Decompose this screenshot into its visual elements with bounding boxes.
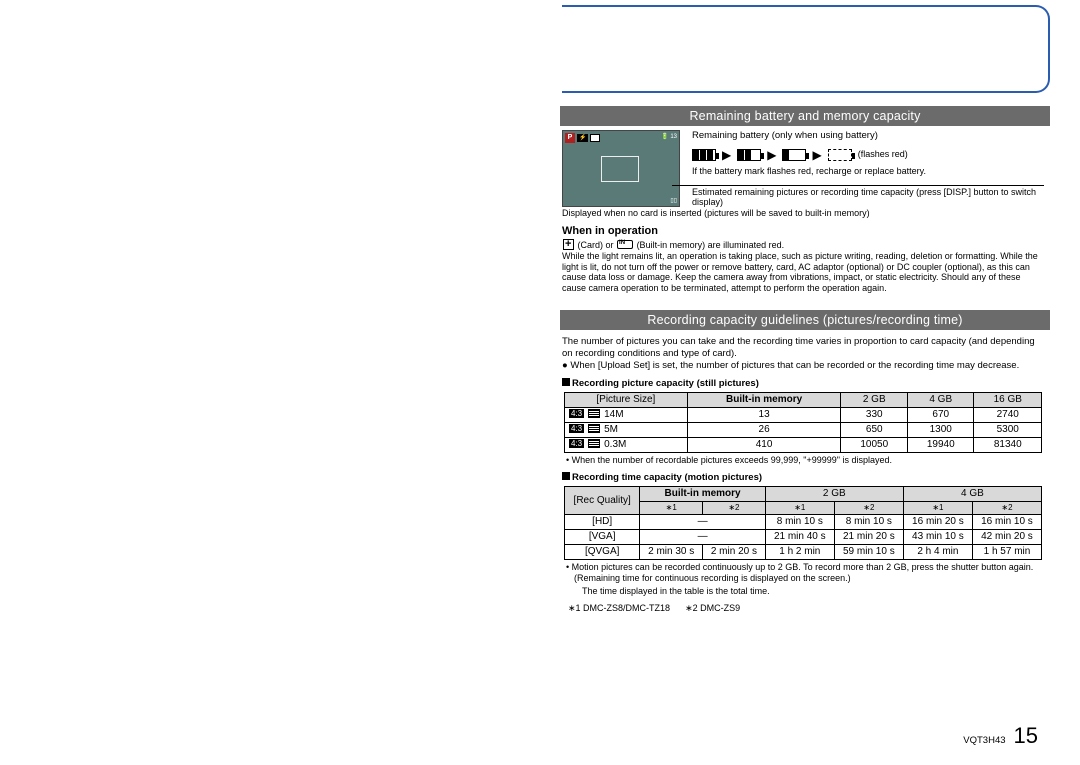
flash-icon: ⚡ [577, 134, 588, 142]
stills-head: Recording picture capacity (still pictur… [562, 378, 1044, 390]
capacity-intro-2: ● When [Upload Set] is set, the number o… [562, 360, 1044, 372]
section-header-capacity: Recording capacity guidelines (pictures/… [560, 310, 1050, 330]
arrow-icon: ▶ [812, 148, 821, 162]
estimate-caption: Estimated remaining pictures or recordin… [672, 185, 1044, 209]
lcd-top-right: 🔋 13 [661, 133, 677, 140]
motion-note1-text: Motion pictures can be recorded continuo… [572, 562, 1034, 583]
operation-body: While the light remains lit, an operatio… [562, 251, 1044, 294]
footnote-2: ∗2 DMC-ZS9 [685, 603, 740, 613]
stills-head-text: Recording picture capacity (still pictur… [572, 378, 759, 389]
battery-2bar-icon [737, 149, 761, 161]
intro2-text: When [Upload Set] is set, the number of … [570, 360, 1019, 371]
model-footnotes: ∗1 DMC-ZS8/DMC-TZ18 ∗2 DMC-ZS9 [562, 603, 1044, 614]
stills-note: • When the number of recordable pictures… [574, 455, 1044, 466]
operation-icons-line: (Card) or (Built-in memory) are illumina… [562, 239, 1044, 251]
page-tab-outline [562, 5, 1050, 93]
page-number: 15 [1014, 723, 1038, 749]
no-card-caption: Displayed when no card is inserted (pict… [562, 208, 1044, 219]
flashes-red-label: (flashes red) [858, 149, 908, 160]
stills-note-text: When the number of recordable pictures e… [572, 455, 892, 465]
builtin-memory-icon [617, 240, 633, 249]
stills-table: [Picture Size]Built-in memory2 GB4 GB16 … [564, 392, 1042, 453]
op-txt2: (Built-in memory) are illuminated red. [637, 240, 785, 250]
battery-1bar-icon [782, 149, 806, 161]
motion-note1: • Motion pictures can be recorded contin… [574, 562, 1044, 585]
motion-table: [Rec Quality]Built-in memory2 GB4 GB∗1∗2… [564, 486, 1042, 560]
motion-note2: The time displayed in the table is the t… [582, 586, 1044, 597]
square-bullet-icon [562, 378, 570, 386]
when-in-operation-head: When in operation [562, 225, 1044, 237]
camera-lcd-mock: P ⚡ 🔋 13 ▯▯ [562, 130, 680, 207]
battery-level-diagram: ▶ ▶ ▶ (flashes red) [692, 148, 1044, 162]
arrow-icon: ▶ [722, 148, 731, 162]
square-bullet-icon [562, 472, 570, 480]
capacity-intro-1: The number of pictures you can take and … [562, 336, 1044, 360]
screen-info-row: P ⚡ 🔋 13 ▯▯ Remaining battery (only when… [562, 130, 1044, 208]
page-footer: VQT3H43 15 [963, 723, 1038, 749]
card-icon [563, 239, 574, 250]
manual-page: Remaining battery and memory capacity P … [560, 0, 1050, 765]
card-mini-icon [590, 134, 600, 142]
battery-note: If the battery mark flashes red, recharg… [692, 166, 1044, 177]
doc-code: VQT3H43 [963, 735, 1005, 746]
battery-empty-flash-icon [828, 149, 852, 161]
battery-caption: Remaining battery (only when using batte… [692, 130, 1044, 142]
motion-head-text: Recording time capacity (motion pictures… [572, 472, 762, 483]
footnote-1: ∗1 DMC-ZS8/DMC-TZ18 [568, 603, 670, 613]
mode-p-icon: P [565, 133, 575, 143]
motion-head: Recording time capacity (motion pictures… [562, 472, 1044, 484]
battery-full-icon [692, 149, 716, 161]
arrow-icon: ▶ [767, 148, 776, 162]
section-header-battery: Remaining battery and memory capacity [560, 106, 1050, 126]
op-txt1: (Card) or [578, 240, 614, 250]
focus-frame-icon [601, 156, 639, 182]
